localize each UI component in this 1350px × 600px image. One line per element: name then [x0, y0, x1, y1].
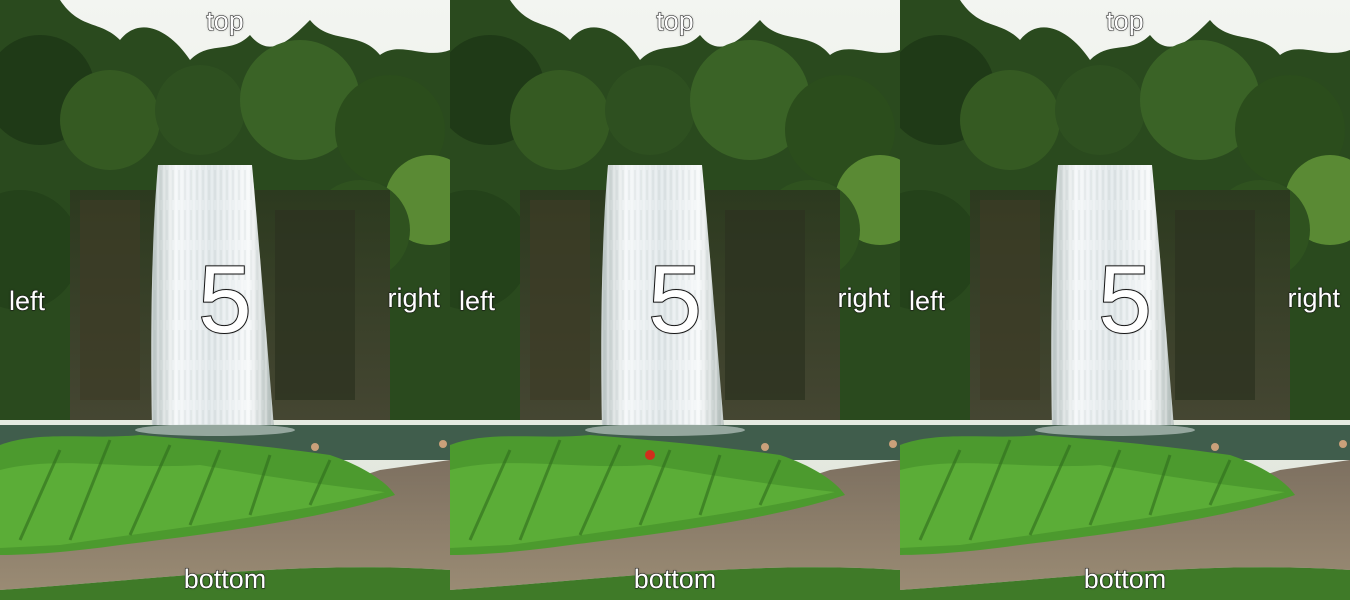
label-top: top	[1106, 6, 1145, 36]
waterfall-scene	[900, 0, 1350, 600]
label-center-number: 5	[647, 246, 702, 353]
label-right: right	[837, 283, 891, 313]
label-center-number: 5	[1097, 246, 1152, 353]
label-right: right	[387, 283, 441, 313]
label-left: left	[908, 286, 946, 316]
waterfall-scene	[0, 0, 450, 600]
label-center-number: 5	[197, 246, 252, 353]
label-left: left	[8, 286, 46, 316]
label-bottom: bottom	[1083, 564, 1167, 594]
label-left: left	[458, 286, 496, 316]
label-top: top	[206, 6, 245, 36]
photo-panel-1: top left right 5 bottom	[0, 0, 450, 600]
label-bottom: bottom	[633, 564, 717, 594]
photo-panel-2: top left right 5 bottom	[450, 0, 900, 600]
photo-panel-3: top left right 5 bottom	[900, 0, 1350, 600]
label-bottom: bottom	[183, 564, 267, 594]
label-right: right	[1287, 283, 1341, 313]
waterfall-scene	[450, 0, 900, 600]
label-top: top	[656, 6, 695, 36]
